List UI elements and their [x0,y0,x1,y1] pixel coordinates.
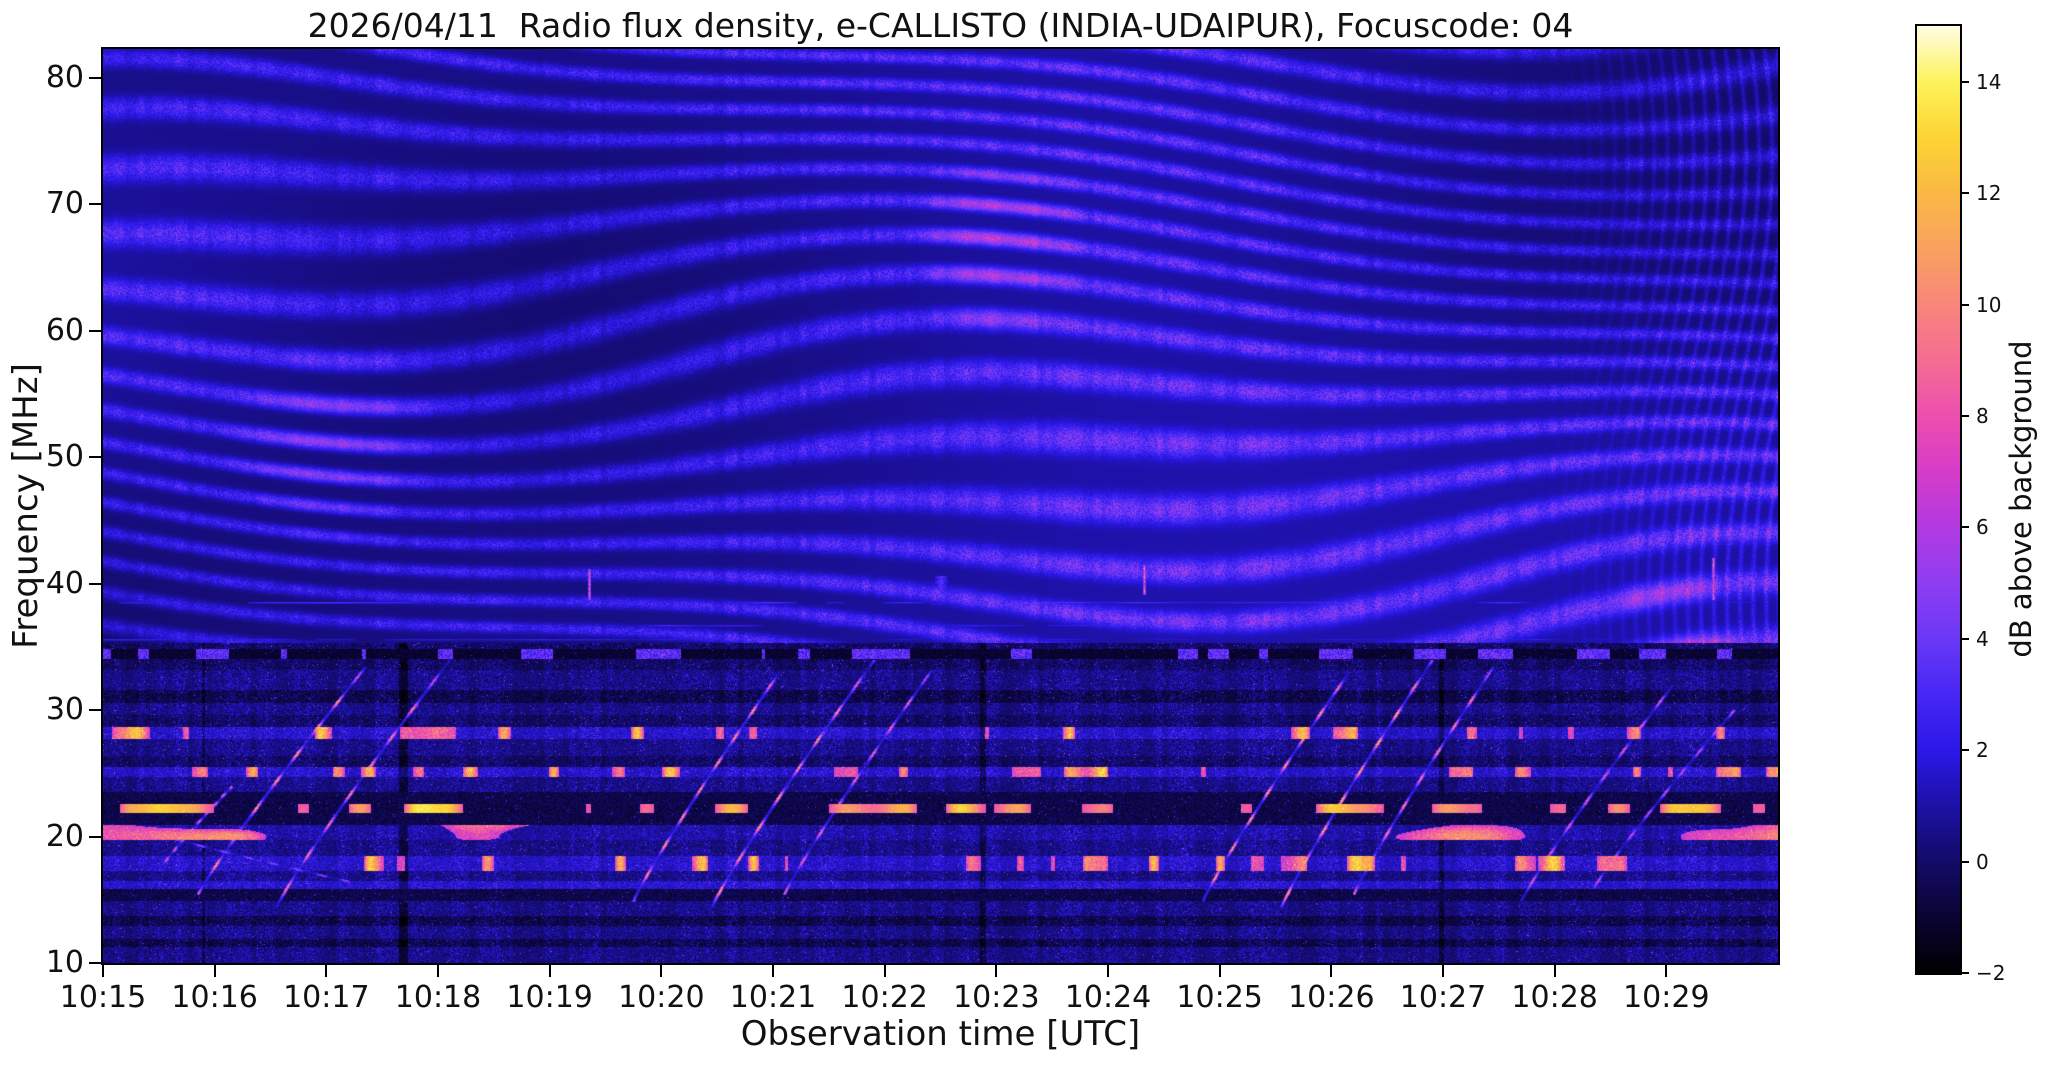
y-tick-label: 70 [45,186,84,222]
x-tick-label: 10:21 [729,980,817,1015]
y-tick-mark [89,329,101,332]
colorbar [1915,24,1962,975]
x-tick-mark [213,965,216,977]
spectrogram-canvas [103,49,1778,963]
y-tick-label: 40 [45,565,84,601]
x-tick-mark [995,965,998,977]
x-tick-label: 10:15 [59,980,147,1015]
y-axis-label: Frequency [MHz] [6,363,46,649]
colorbar-tick-label: 4 [1976,626,1989,651]
x-tick-label: 10:19 [506,980,593,1015]
x-tick-mark [1665,965,1668,977]
colorbar-tick-label: 0 [1976,849,1989,874]
colorbar-tick-label: −2 [1976,961,2006,985]
colorbar-tick-label: 8 [1976,403,1989,428]
colorbar-tick-mark [1960,303,1969,306]
colorbar-tick-label: 6 [1976,515,1989,540]
x-tick-mark [660,965,663,977]
x-tick-label: 10:16 [171,980,258,1015]
colorbar-tick-mark [1960,749,1969,752]
x-axis-label: Observation time [UTC] [740,1014,1141,1054]
x-tick-mark [1442,965,1444,977]
colorbar-tick-mark [1960,637,1969,640]
x-tick-label: 10:28 [1511,980,1598,1015]
plot-area [101,47,1780,965]
colorbar-tick-mark [1960,526,1969,529]
x-tick-mark [325,965,328,977]
x-tick-label: 10:17 [283,980,370,1015]
y-tick-label: 30 [45,692,84,728]
x-tick-mark [437,965,439,977]
colorbar-tick-label: 2 [1976,738,1989,763]
colorbar-tick-label: 10 [1976,292,2002,317]
x-tick-mark [1218,965,1221,977]
x-tick-mark [1553,965,1556,977]
x-tick-mark [548,965,551,977]
x-tick-label: 10:27 [1399,980,1487,1015]
colorbar-tick-mark [1960,80,1969,83]
x-tick-mark [1330,965,1333,977]
colorbar-tick-mark [1960,972,1969,974]
x-tick-label: 10:29 [1623,980,1710,1015]
chart-title: 2026/04/11 Radio flux density, e-CALLIST… [307,6,1574,45]
colorbar-tick-mark [1960,860,1969,863]
y-tick-mark [89,582,101,585]
x-tick-label: 10:20 [618,980,705,1015]
x-tick-label: 10:25 [1176,980,1263,1015]
colorbar-tick-label: 14 [1976,69,2002,94]
y-tick-label: 20 [45,818,84,854]
y-tick-mark [89,709,101,712]
x-tick-label: 10:18 [394,980,482,1015]
x-tick-mark [1107,965,1109,977]
colorbar-tick-mark [1960,192,1969,195]
x-tick-mark [883,965,886,977]
y-tick-mark [89,203,101,206]
y-tick-label: 50 [45,439,84,475]
colorbar-tick-mark [1960,414,1969,417]
y-tick-mark [89,962,101,964]
x-tick-label: 10:24 [1064,980,1152,1015]
x-tick-label: 10:23 [953,980,1040,1015]
y-tick-label: 80 [45,60,84,96]
y-tick-mark [89,835,101,838]
y-tick-label: 10 [45,945,84,980]
x-tick-mark [772,965,774,977]
y-tick-mark [89,77,101,80]
y-tick-mark [89,456,101,459]
colorbar-tick-label: 12 [1976,181,2002,206]
colorbar-label: dB above background [2004,340,2038,658]
x-tick-label: 10:26 [1288,980,1375,1015]
y-tick-label: 60 [45,312,84,348]
x-tick-mark [102,965,104,977]
x-tick-label: 10:22 [841,980,928,1015]
